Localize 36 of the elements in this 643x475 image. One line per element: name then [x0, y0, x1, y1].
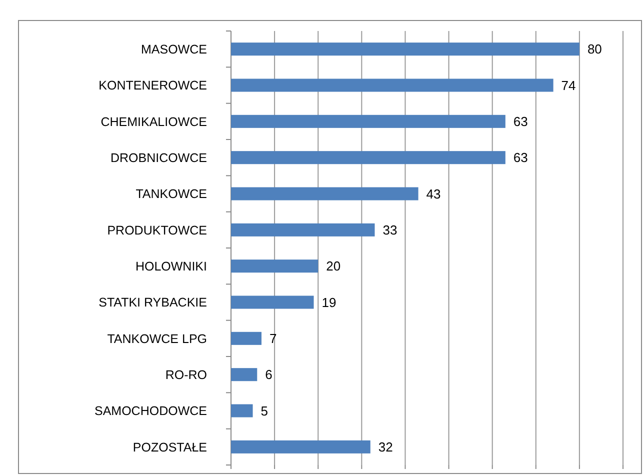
bar [231, 332, 262, 345]
data-label: 32 [378, 439, 393, 454]
bar [231, 404, 253, 418]
y-tick-label: POZOSTAŁE [132, 440, 207, 454]
y-tick-label: KONTENEROWCE [98, 78, 207, 93]
y-tick-label: PRODUKTOWCE [107, 223, 207, 238]
y-tick-label: TANKOWCE LPG [107, 332, 207, 346]
data-label: 63 [513, 150, 528, 166]
y-tick-label: STATKI RYBACKIE [98, 296, 207, 310]
bar [231, 440, 370, 454]
y-tick-label: TANKOWCE [136, 187, 207, 202]
bar [231, 151, 506, 164]
data-label: 63 [513, 114, 528, 129]
data-label: 80 [587, 42, 602, 57]
data-label: 20 [326, 258, 341, 274]
bar [231, 260, 318, 273]
y-tick-label: HOLOWNIKI [135, 259, 207, 274]
bar [231, 114, 506, 128]
bar [231, 223, 375, 236]
y-tick-label: CHEMIKALIOWCE [100, 114, 207, 129]
y-tick-label: RO-RO [165, 368, 208, 382]
data-label: 74 [561, 78, 576, 93]
y-tick-label: SAMOCHODOWCE [94, 404, 207, 418]
y-tick-label: MASOWCE [141, 42, 207, 56]
y-tick-label: DROBNICOWCE [110, 150, 207, 165]
data-label: 43 [426, 186, 441, 202]
data-label: 6 [265, 367, 272, 382]
bar [231, 296, 314, 309]
data-label: 19 [322, 294, 336, 310]
data-label: 7 [269, 330, 277, 346]
bar [231, 368, 258, 382]
bar [231, 187, 418, 200]
data-label: 33 [382, 222, 398, 238]
data-label: 5 [260, 403, 268, 418]
bar [231, 78, 554, 92]
bar [231, 42, 580, 56]
